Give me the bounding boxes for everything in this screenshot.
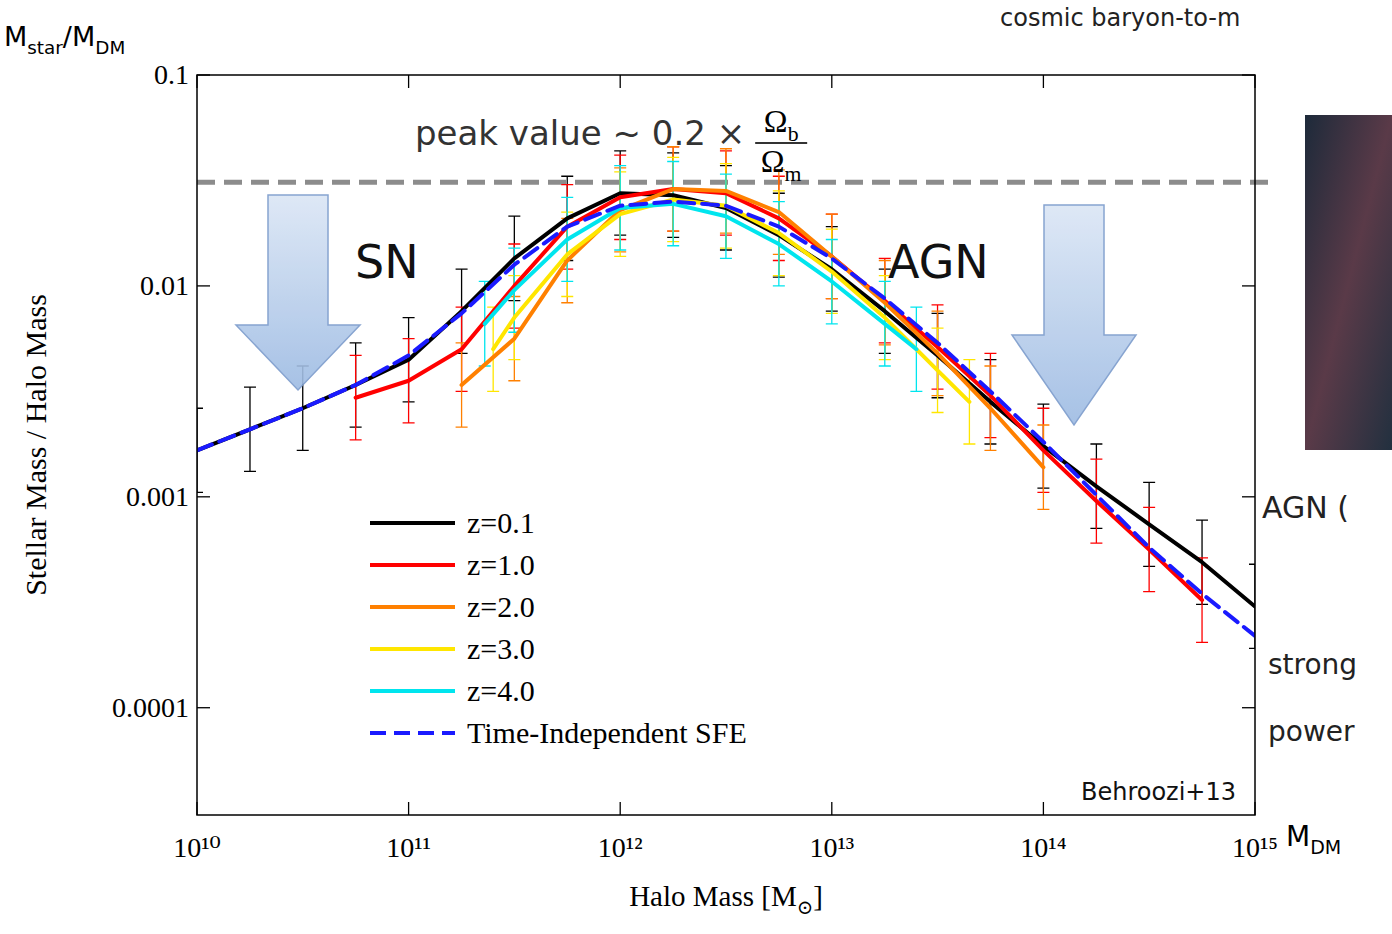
x-tick-label: 10¹⁴ [1020, 832, 1066, 863]
x-axis-title-part: ⊙ [797, 896, 814, 918]
background [0, 0, 1392, 934]
x-axis-title: Halo Mass [M⊙] [629, 880, 823, 918]
legend-swatch [370, 563, 455, 567]
y-tick-label: 0.0001 [112, 692, 189, 723]
y-axis-title: Stellar Mass / Halo Mass [19, 294, 52, 596]
legend-swatch [370, 731, 455, 735]
y-tick-label: 0.01 [140, 270, 189, 301]
legend-swatch [370, 647, 455, 651]
x-tick-label: 10¹² [598, 832, 643, 863]
plot-frame [197, 75, 1255, 815]
chart-root: 10¹⁰ 10¹¹ 10¹² 10¹³ 10¹⁴ 10¹⁵ 0.0001 0.001 0.01 0… [0, 0, 1392, 934]
peak-line [197, 180, 1269, 185]
series-line [197, 193, 1255, 606]
x-tick [408, 802, 409, 815]
y-corner-label-part: /M [63, 21, 95, 52]
peak-label: peak value ~ 0.2 × [415, 113, 745, 153]
x-corner-label: MDM [1286, 820, 1341, 858]
x-tick-top [196, 75, 197, 88]
x-tick-top [408, 75, 409, 88]
peak-denominator: Ωm [761, 143, 802, 186]
x-axis-title-part: ] [813, 880, 823, 912]
y-tick-right [1242, 285, 1255, 286]
x-tick-label: 10¹³ [809, 832, 854, 863]
x-tick-label: 10¹¹ [386, 832, 431, 863]
x-tick [831, 802, 832, 815]
legend-label: z=2.0 [467, 590, 535, 623]
y-tick [197, 285, 210, 286]
legend-label: z=3.0 [467, 632, 535, 665]
y-tick-right [1242, 496, 1255, 497]
legend-label: z=0.1 [467, 506, 535, 539]
sn-arrow [236, 195, 360, 390]
x-tick [196, 802, 197, 815]
y-corner-label-part: star [27, 37, 63, 58]
legend-label: Time-Independent SFE [467, 716, 747, 749]
y-corner-label-part: DM [95, 37, 125, 58]
peak-denominator-part: Ω [761, 143, 785, 179]
side-text: strong [1268, 648, 1357, 681]
peak-denominator-part: m [785, 162, 802, 186]
y-tick [197, 496, 210, 497]
y-corner-label: Mstar/MDM [4, 21, 125, 58]
legend: z=0.1 z=1.0 z=2.0 z=3.0 z=4.0 Time-Independen… [370, 506, 747, 749]
y-tick-label: 0.1 [154, 59, 189, 90]
legend-label: z=1.0 [467, 548, 535, 581]
y-corner-label-part: M [4, 21, 27, 52]
x-tick [1254, 802, 1255, 815]
peak-numerator: Ωb [764, 103, 799, 146]
peak-numerator-part: Ω [764, 103, 788, 139]
data-group [197, 147, 1255, 649]
series-line [197, 202, 1255, 636]
y-tick [197, 74, 210, 75]
side-text: cosmic baryon-to-m [1000, 4, 1240, 32]
series-line [485, 204, 917, 349]
x-tick-label: 10¹⁵ [1232, 832, 1278, 863]
x-tick-top [620, 75, 621, 88]
x-tick-label: 10¹⁰ [173, 832, 221, 863]
legend-swatch [370, 605, 455, 609]
x-tick-top [1043, 75, 1044, 88]
y-tick-label: 0.001 [126, 481, 189, 512]
annotation: AGN [888, 235, 989, 289]
x-axis-title-part: Halo Mass [M [629, 880, 797, 912]
annotation: Behroozi+13 [1081, 778, 1236, 806]
x-corner-label-part: DM [1310, 836, 1341, 858]
y-tick-right [1242, 707, 1255, 708]
x-tick [620, 802, 621, 815]
legend-label: z=4.0 [467, 674, 535, 707]
series-line [462, 189, 1044, 467]
x-tick-top [1254, 75, 1255, 88]
x-corner-label-part: M [1286, 820, 1310, 853]
agn-arrow [1012, 205, 1136, 425]
x-tick [1043, 802, 1044, 815]
side-text: AGN ( [1262, 490, 1349, 525]
y-tick-right [1242, 74, 1255, 75]
photo [1305, 115, 1392, 450]
series-line [356, 189, 1202, 600]
annotation: SN [355, 235, 419, 289]
x-tick-top [831, 75, 832, 88]
y-tick [197, 707, 210, 708]
legend-swatch [370, 521, 455, 525]
legend-swatch [370, 689, 455, 693]
side-text: power [1268, 715, 1355, 748]
